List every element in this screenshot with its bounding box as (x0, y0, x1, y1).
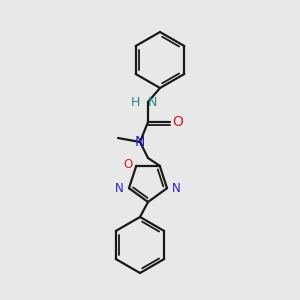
Text: O: O (123, 158, 132, 171)
Text: N: N (172, 182, 181, 195)
Text: N: N (148, 95, 158, 109)
Text: H: H (130, 95, 140, 109)
Text: N: N (115, 182, 124, 195)
Text: O: O (172, 115, 183, 129)
Text: N: N (135, 135, 145, 149)
